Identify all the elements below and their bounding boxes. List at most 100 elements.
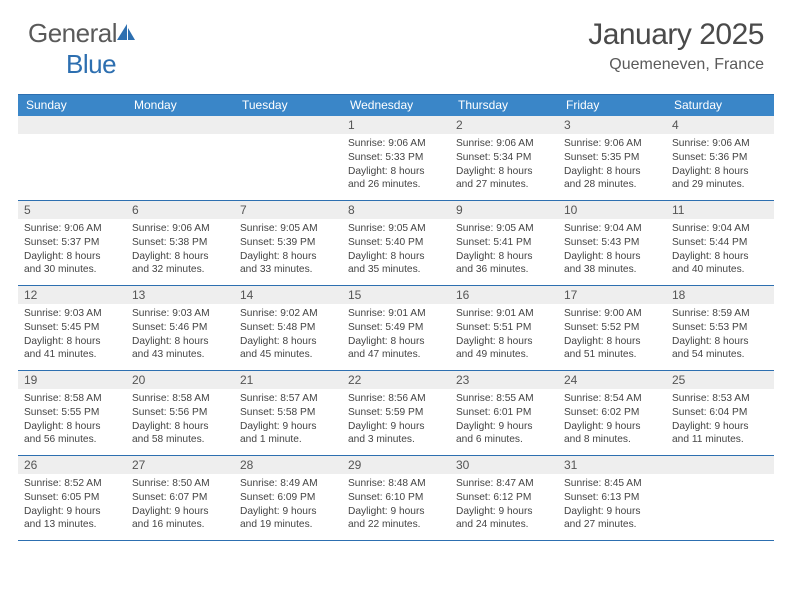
daylight-line-1: Daylight: 9 hours (24, 505, 120, 519)
day-number: 6 (132, 203, 228, 217)
daynum-bar (126, 116, 234, 134)
cell-body: Sunrise: 9:06 AMSunset: 5:36 PMDaylight:… (666, 134, 774, 196)
day-number: 2 (456, 118, 552, 132)
brand-part1: General (28, 18, 117, 48)
cell-body: Sunrise: 8:54 AMSunset: 6:02 PMDaylight:… (558, 389, 666, 451)
daynum-bar (18, 116, 126, 134)
day-number: 4 (672, 118, 768, 132)
calendar-cell: 4 Sunrise: 9:06 AMSunset: 5:36 PMDaylight… (666, 116, 774, 200)
cell-body: Sunrise: 8:47 AMSunset: 6:12 PMDaylight:… (450, 474, 558, 536)
daynum-bar: 5 (18, 201, 126, 219)
cell-body: Sunrise: 9:04 AMSunset: 5:43 PMDaylight:… (558, 219, 666, 281)
daylight-line-2: and 24 minutes. (456, 518, 552, 532)
daylight-line-1: Daylight: 8 hours (24, 250, 120, 264)
daylight-line-2: and 36 minutes. (456, 263, 552, 277)
weekday-header: Sunday (18, 95, 126, 116)
sunset-line: Sunset: 6:07 PM (132, 491, 228, 505)
daylight-line-2: and 27 minutes. (564, 518, 660, 532)
calendar-cell: 30Sunrise: 8:47 AMSunset: 6:12 PMDayligh… (450, 456, 558, 540)
daylight-line-2: and 41 minutes. (24, 348, 120, 362)
calendar-week-row: 5Sunrise: 9:06 AMSunset: 5:37 PMDaylight… (18, 201, 774, 286)
cell-body: Sunrise: 9:06 AMSunset: 5:35 PMDaylight:… (558, 134, 666, 196)
cell-body: Sunrise: 8:58 AMSunset: 5:55 PMDaylight:… (18, 389, 126, 451)
calendar-week-row: 1Sunrise: 9:06 AMSunset: 5:33 PMDaylight… (18, 116, 774, 201)
cell-body: Sunrise: 8:52 AMSunset: 6:05 PMDaylight:… (18, 474, 126, 536)
day-number: 20 (132, 373, 228, 387)
daylight-line-2: and 49 minutes. (456, 348, 552, 362)
sunrise-line: Sunrise: 8:56 AM (348, 392, 444, 406)
daylight-line-2: and 47 minutes. (348, 348, 444, 362)
calendar-week-row: 26Sunrise: 8:52 AMSunset: 6:05 PMDayligh… (18, 456, 774, 541)
cell-body: Sunrise: 9:06 AMSunset: 5:37 PMDaylight:… (18, 219, 126, 281)
daylight-line-1: Daylight: 8 hours (348, 250, 444, 264)
sunset-line: Sunset: 5:48 PM (240, 321, 336, 335)
calendar-cell: 6Sunrise: 9:06 AMSunset: 5:38 PMDaylight… (126, 201, 234, 285)
daylight-line-1: Daylight: 9 hours (672, 420, 768, 434)
daylight-line-2: and 58 minutes. (132, 433, 228, 447)
cell-body: Sunrise: 8:49 AMSunset: 6:09 PMDaylight:… (234, 474, 342, 536)
day-number: 24 (564, 373, 660, 387)
cell-body: Sunrise: 8:59 AMSunset: 5:53 PMDaylight:… (666, 304, 774, 366)
sunset-line: Sunset: 5:35 PM (564, 151, 660, 165)
daylight-line-2: and 33 minutes. (240, 263, 336, 277)
weekday-header: Friday (558, 95, 666, 116)
weeks-container: 1Sunrise: 9:06 AMSunset: 5:33 PMDaylight… (18, 116, 774, 541)
daynum-bar (666, 456, 774, 474)
cell-body: Sunrise: 9:04 AMSunset: 5:44 PMDaylight:… (666, 219, 774, 281)
calendar-cell: 15Sunrise: 9:01 AMSunset: 5:49 PMDayligh… (342, 286, 450, 370)
sunset-line: Sunset: 5:55 PM (24, 406, 120, 420)
cell-body: Sunrise: 9:01 AMSunset: 5:49 PMDaylight:… (342, 304, 450, 366)
daynum-bar: 3 (558, 116, 666, 134)
sunrise-line: Sunrise: 8:49 AM (240, 477, 336, 491)
daylight-line-1: Daylight: 8 hours (132, 250, 228, 264)
sunrise-line: Sunrise: 8:58 AM (24, 392, 120, 406)
daylight-line-1: Daylight: 9 hours (348, 420, 444, 434)
daylight-line-1: Daylight: 8 hours (456, 250, 552, 264)
brand-text: GeneralBlue (28, 18, 137, 80)
cell-body: Sunrise: 9:05 AMSunset: 5:40 PMDaylight:… (342, 219, 450, 281)
daylight-line-1: Daylight: 9 hours (240, 420, 336, 434)
cell-body: Sunrise: 9:00 AMSunset: 5:52 PMDaylight:… (558, 304, 666, 366)
daylight-line-1: Daylight: 8 hours (672, 250, 768, 264)
daylight-line-2: and 1 minute. (240, 433, 336, 447)
sunrise-line: Sunrise: 8:59 AM (672, 307, 768, 321)
daylight-line-2: and 56 minutes. (24, 433, 120, 447)
cell-body: Sunrise: 9:06 AMSunset: 5:34 PMDaylight:… (450, 134, 558, 196)
sunrise-line: Sunrise: 9:06 AM (564, 137, 660, 151)
sunrise-line: Sunrise: 8:57 AM (240, 392, 336, 406)
weekday-header-row: SundayMondayTuesdayWednesdayThursdayFrid… (18, 94, 774, 116)
cell-body: Sunrise: 9:01 AMSunset: 5:51 PMDaylight:… (450, 304, 558, 366)
calendar-cell-empty (234, 116, 342, 200)
cell-body: Sunrise: 8:57 AMSunset: 5:58 PMDaylight:… (234, 389, 342, 451)
calendar-cell: 17Sunrise: 9:00 AMSunset: 5:52 PMDayligh… (558, 286, 666, 370)
daynum-bar: 19 (18, 371, 126, 389)
sunrise-line: Sunrise: 9:01 AM (348, 307, 444, 321)
daynum-bar: 9 (450, 201, 558, 219)
sunset-line: Sunset: 5:56 PM (132, 406, 228, 420)
sunset-line: Sunset: 5:39 PM (240, 236, 336, 250)
sunrise-line: Sunrise: 9:03 AM (132, 307, 228, 321)
sunrise-line: Sunrise: 8:58 AM (132, 392, 228, 406)
daylight-line-1: Daylight: 8 hours (456, 165, 552, 179)
cell-body: Sunrise: 8:48 AMSunset: 6:10 PMDaylight:… (342, 474, 450, 536)
sunset-line: Sunset: 6:05 PM (24, 491, 120, 505)
daylight-line-1: Daylight: 8 hours (348, 335, 444, 349)
daynum-bar: 12 (18, 286, 126, 304)
day-number: 21 (240, 373, 336, 387)
sunrise-line: Sunrise: 9:06 AM (132, 222, 228, 236)
daynum-bar: 27 (126, 456, 234, 474)
calendar-cell-empty (666, 456, 774, 540)
sunset-line: Sunset: 5:41 PM (456, 236, 552, 250)
day-number: 31 (564, 458, 660, 472)
calendar-cell-empty (126, 116, 234, 200)
daynum-bar: 22 (342, 371, 450, 389)
calendar-cell: 24 Sunrise: 8:54 AMSunset: 6:02 PMDayligh… (558, 371, 666, 455)
daynum-bar: 25 (666, 371, 774, 389)
daylight-line-1: Daylight: 9 hours (564, 420, 660, 434)
calendar-cell: 25Sunrise: 8:53 AMSunset: 6:04 PMDayligh… (666, 371, 774, 455)
calendar-cell: 19Sunrise: 8:58 AMSunset: 5:55 PMDayligh… (18, 371, 126, 455)
sunrise-line: Sunrise: 8:54 AM (564, 392, 660, 406)
cell-body: Sunrise: 9:03 AMSunset: 5:45 PMDaylight:… (18, 304, 126, 366)
calendar-cell: 22Sunrise: 8:56 AMSunset: 5:59 PMDayligh… (342, 371, 450, 455)
calendar-cell: 28Sunrise: 8:49 AMSunset: 6:09 PMDayligh… (234, 456, 342, 540)
